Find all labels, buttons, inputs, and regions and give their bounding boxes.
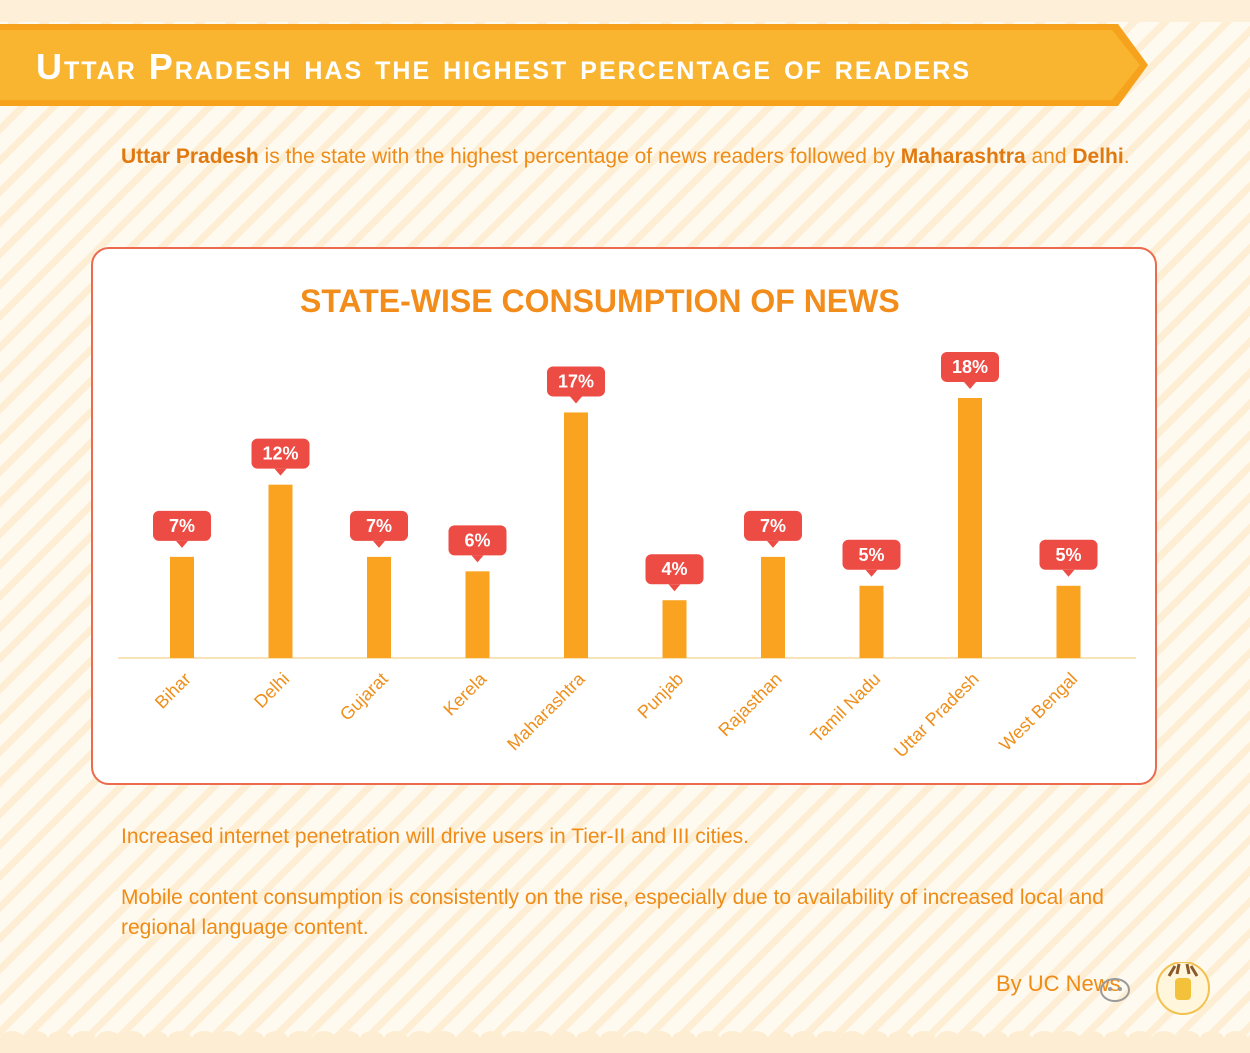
bar-west-bengal [1056, 585, 1081, 658]
note-internet-penetration: Increased internet penetration will driv… [121, 825, 749, 848]
data-label-bg [448, 525, 507, 556]
bar-delhi [268, 484, 293, 658]
data-label-pointer [865, 569, 878, 577]
data-label-bg [645, 554, 704, 585]
x-tick-label-tamil-nadu: Tamil Nadu [807, 669, 885, 747]
x-tick-label-maharashtra: Maharashtra [503, 668, 589, 754]
data-label-pointer [570, 396, 582, 404]
top-strip [0, 0, 1250, 22]
data-label-bg [1039, 539, 1098, 570]
note-mobile-consumption: Mobile content consumption is consistent… [121, 886, 1104, 939]
data-label-uttar-pradesh: 18% [941, 352, 999, 389]
data-label-text: 7% [169, 516, 195, 536]
bar-tamil-nadu [859, 585, 884, 658]
bar-maharashtra [564, 412, 588, 658]
data-label-bg [842, 539, 901, 570]
data-label-west-bengal: 5% [1039, 539, 1098, 577]
watermark-logo [1100, 962, 1210, 1015]
data-label-punjab: 4% [645, 554, 704, 592]
intro-text-2: and [1025, 145, 1073, 168]
x-tick-label-kerela: Kerela [439, 668, 491, 720]
intro-highlight-delhi: Delhi [1072, 145, 1124, 168]
data-label-maharashtra: 17% [547, 366, 605, 404]
data-label-pointer [1062, 569, 1075, 577]
data-label-tamil-nadu: 5% [842, 539, 901, 577]
intro-paragraph: Uttar Pradesh is the state with the high… [121, 142, 1161, 172]
data-label-bihar: 7% [153, 510, 211, 548]
data-label-bg [941, 352, 999, 382]
data-label-pointer [176, 540, 188, 548]
data-label-delhi: 12% [251, 438, 310, 476]
data-label-text: 5% [858, 545, 884, 565]
data-label-pointer [274, 468, 287, 476]
bar-kerela [465, 571, 490, 658]
data-label-gujarat: 7% [350, 510, 408, 548]
intro-highlight-uttar-pradesh: Uttar Pradesh [121, 145, 259, 168]
x-tick-label-delhi: Delhi [250, 669, 293, 712]
data-label-text: 6% [464, 530, 490, 550]
data-label-bg [350, 510, 408, 541]
data-label-bg [547, 366, 605, 397]
banner-title: Uttar Pradesh has the highest percentage… [36, 46, 972, 87]
data-label-text: 5% [1055, 545, 1081, 565]
data-label-kerela: 6% [448, 525, 507, 563]
x-tick-label-gujarat: Gujarat [336, 669, 392, 725]
intro-text-3: . [1123, 145, 1130, 168]
data-label-text: 12% [262, 444, 298, 464]
data-label-pointer [471, 555, 484, 563]
data-label-pointer [668, 584, 681, 592]
x-tick-label-west-bengal: West Bengal [995, 669, 1081, 755]
intro-text-1: is the state with the highest percentage… [258, 145, 901, 168]
data-label-pointer [373, 540, 385, 548]
chart-title: STATE-WISE CONSUMPTION OF NEWS [300, 283, 900, 319]
data-label-pointer [964, 382, 976, 389]
title-banner: Uttar Pradesh has the highest percentage… [0, 24, 1148, 106]
data-label-text: 7% [760, 516, 786, 536]
x-tick-label-rajasthan: Rajasthan [714, 669, 785, 740]
bar-uttar-pradesh [958, 398, 982, 658]
x-tick-label-punjab: Punjab [634, 669, 688, 723]
bar-punjab [662, 600, 687, 658]
data-label-rajasthan: 7% [744, 510, 802, 548]
data-label-text: 4% [661, 559, 687, 579]
bar-rajasthan [761, 556, 785, 658]
data-label-bg [153, 510, 211, 541]
data-label-text: 18% [952, 357, 988, 377]
data-label-bg [251, 438, 310, 469]
credit-text: By UC News [996, 971, 1121, 996]
x-tick-label-uttar-pradesh: Uttar Pradesh [890, 669, 983, 762]
data-label-text: 17% [558, 371, 594, 391]
data-label-pointer [767, 540, 779, 548]
x-tick-label-bihar: Bihar [151, 669, 195, 713]
intro-highlight-maharashtra: Maharashtra [900, 145, 1026, 168]
banner-shape [0, 24, 1148, 106]
bar-gujarat [367, 556, 391, 658]
data-label-bg [744, 510, 802, 541]
bar-bihar [170, 556, 194, 658]
data-label-text: 7% [366, 516, 392, 536]
bottom-scallop-border [0, 1031, 1250, 1053]
